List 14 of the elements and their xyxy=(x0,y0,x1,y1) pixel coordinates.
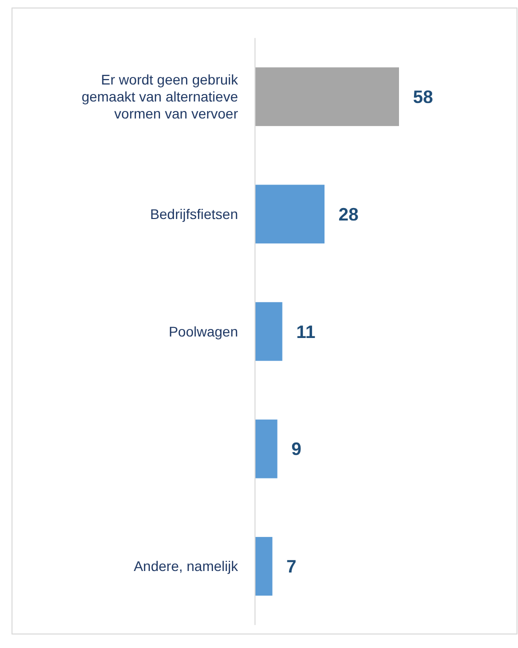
y-tick-label: Er wordt geen gebruik gemaakt van alternatieve vormen van vervoer xyxy=(82,72,239,122)
data-label: 11 xyxy=(296,322,316,342)
data-label: 9 xyxy=(291,439,302,460)
data-label: 28 xyxy=(338,204,359,224)
data-label: 58 xyxy=(413,87,434,107)
bar xyxy=(255,302,282,361)
y-tick-label: Poolwagen xyxy=(168,323,238,340)
data-label: 7 xyxy=(286,556,296,577)
y-tick-label: Andere, namelijk xyxy=(134,558,239,574)
bar xyxy=(255,536,272,596)
y-tick-label: Bedrijfsfietsen xyxy=(150,206,238,222)
bar xyxy=(255,420,278,478)
bar xyxy=(255,184,325,244)
bar xyxy=(255,67,399,126)
